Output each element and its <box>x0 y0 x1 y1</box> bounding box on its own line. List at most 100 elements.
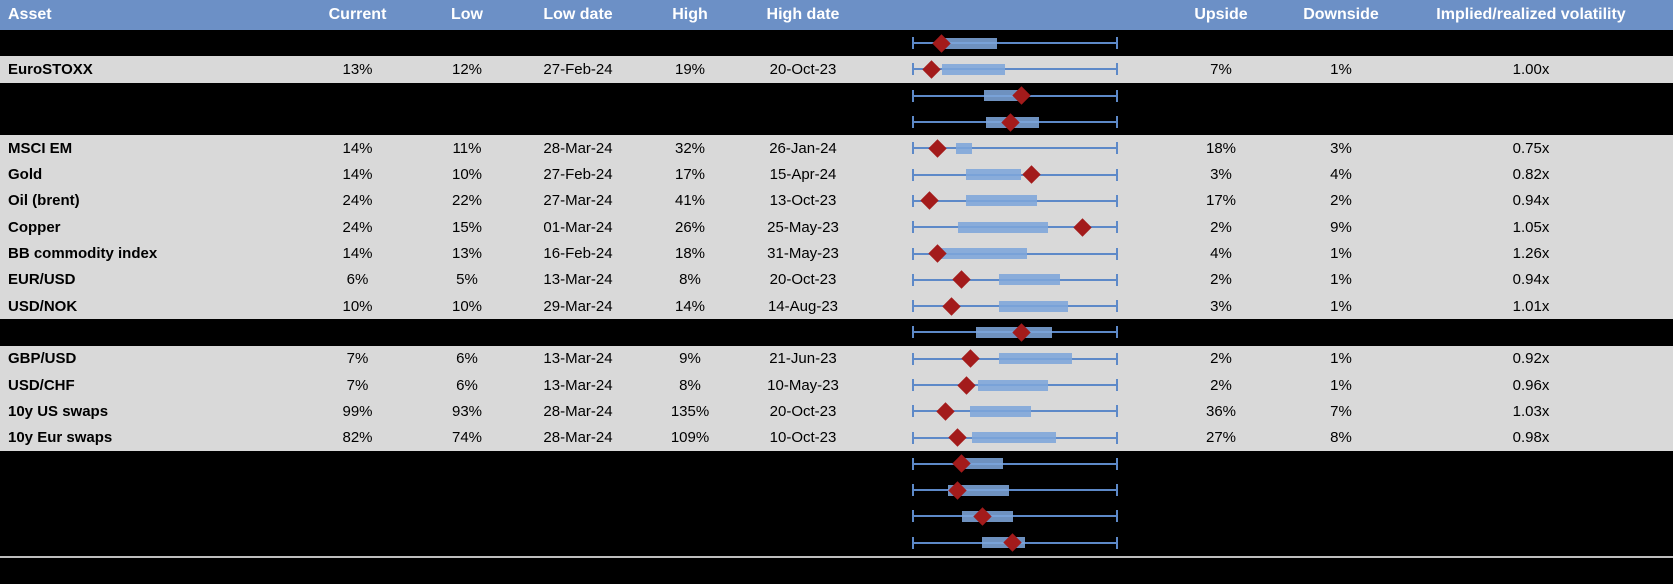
table-row: Copper 24% 15% 01-Mar-24 26% 25-May-23 2… <box>0 214 1673 241</box>
high-date-cell: 14-Aug-23 <box>767 297 839 315</box>
vol-ratio-cell: 0.96x <box>1512 376 1550 394</box>
whisker-cap-right <box>1116 142 1118 155</box>
boxplot-cell <box>868 161 1149 187</box>
boxplot-cell <box>868 398 1149 424</box>
table-row: 10y Eur swaps 82% 74% 28-Mar-24 109% 10-… <box>0 424 1673 451</box>
boxplot-cell <box>868 214 1149 240</box>
current-cell: 10% <box>342 297 373 315</box>
low-date-cell: 13-Mar-24 <box>543 350 613 368</box>
downside-cell: 8% <box>1330 429 1352 447</box>
iqr-box <box>941 63 1005 75</box>
low-date-cell: 29-Mar-24 <box>543 297 613 315</box>
table-row <box>0 450 1673 478</box>
downside-cell: 7% <box>1330 402 1352 420</box>
boxplot-cell <box>868 293 1149 319</box>
downside-cell: 1% <box>1330 297 1352 315</box>
table-row <box>0 477 1673 504</box>
footer-bar <box>0 557 1673 584</box>
whisker-cap-left <box>912 142 914 155</box>
boxplot-cell <box>868 503 1149 529</box>
boxplot-cell <box>868 109 1149 135</box>
current-marker-diamond <box>1022 165 1041 184</box>
table-row <box>0 30 1673 57</box>
downside-cell: 1% <box>1330 350 1352 368</box>
whisker-cap-left <box>912 484 914 497</box>
whisker-cap-left <box>912 37 914 50</box>
vol-ratio-cell: 0.94x <box>1512 271 1550 289</box>
low-cell: 15% <box>451 218 483 236</box>
current-marker-diamond <box>920 191 939 211</box>
boxplot <box>912 214 1118 240</box>
low-date-cell: 16-Feb-24 <box>543 245 613 263</box>
table-row <box>0 529 1673 556</box>
boxplot <box>912 30 1118 56</box>
current-cell: 24% <box>342 192 373 210</box>
boxplot <box>912 161 1118 187</box>
high-date-cell: 21-Jun-23 <box>769 350 837 368</box>
iqr-box <box>998 300 1069 312</box>
table-row: GBP/USD 7% 6% 13-Mar-24 9% 21-Jun-23 2% … <box>0 345 1673 372</box>
whisker-cap-right <box>1116 405 1118 418</box>
asset-cell: Copper <box>8 218 61 236</box>
whisker-cap-right <box>1116 326 1118 339</box>
table-row: EUR/USD 6% 5% 13-Mar-24 8% 20-Oct-23 2% … <box>0 266 1673 293</box>
upside-cell: 2% <box>1210 271 1232 289</box>
asset-cell: GBP/USD <box>8 350 77 368</box>
whisker-cap-left <box>912 194 914 207</box>
whisker-cap-right <box>1116 431 1118 444</box>
boxplot <box>912 267 1118 293</box>
whisker-cap-right <box>1116 300 1118 313</box>
table-body: EuroSTOXX 13% 12% 27-Feb-24 19% 20-Oct-2… <box>0 30 1673 556</box>
iqr-box <box>966 195 1038 207</box>
whisker-cap-left <box>912 273 914 286</box>
downside-cell: 9% <box>1330 218 1352 236</box>
high-cell: 18% <box>674 245 706 263</box>
vol-ratio-cell: 1.03x <box>1512 402 1550 420</box>
whisker-cap-right <box>1116 37 1118 50</box>
vol-ratio-cell: 1.01x <box>1512 297 1550 315</box>
upside-cell: 17% <box>1205 192 1237 210</box>
whisker-cap-right <box>1116 379 1118 391</box>
low-cell: 12% <box>451 60 483 78</box>
high-date-cell: 25-May-23 <box>767 218 839 236</box>
high-date-cell: 20-Oct-23 <box>769 60 837 78</box>
low-cell: 10% <box>451 297 483 315</box>
upside-cell: 3% <box>1210 297 1232 315</box>
downside-cell: 1% <box>1330 271 1352 289</box>
asset-cell: BB commodity index <box>8 245 158 263</box>
high-cell: 32% <box>674 139 706 157</box>
current-marker-diamond <box>928 139 947 158</box>
header-low-date: Low date <box>543 6 613 23</box>
low-date-cell: 27-Feb-24 <box>543 60 613 78</box>
whisker-cap-left <box>912 300 914 313</box>
boxplot <box>912 293 1118 319</box>
low-date-cell: 13-Mar-24 <box>543 271 613 289</box>
whisker-cap-left <box>912 221 914 234</box>
high-date-cell: 13-Oct-23 <box>769 192 837 210</box>
iqr-box <box>957 221 1048 233</box>
iqr-box <box>972 432 1056 444</box>
high-cell: 135% <box>670 402 710 420</box>
boxplot <box>912 346 1118 372</box>
upside-cell: 18% <box>1205 139 1237 157</box>
vol-ratio-cell: 0.75x <box>1512 139 1550 157</box>
iqr-box <box>998 274 1060 286</box>
whisker-cap-left <box>912 352 914 365</box>
high-cell: 41% <box>674 192 706 210</box>
high-cell: 109% <box>670 429 710 447</box>
whisker-cap-right <box>1116 89 1118 102</box>
table-row: EuroSTOXX 13% 12% 27-Feb-24 19% 20-Oct-2… <box>0 56 1673 83</box>
whisker-cap-left <box>912 405 914 418</box>
whisker-line <box>913 68 1117 71</box>
current-marker-diamond <box>942 296 961 316</box>
upside-cell: 4% <box>1210 245 1232 263</box>
current-marker-diamond <box>1073 218 1092 237</box>
whisker-cap-right <box>1116 194 1118 207</box>
whisker-cap-right <box>1116 273 1118 286</box>
boxplot <box>912 56 1118 82</box>
low-date-cell: 28-Mar-24 <box>543 429 613 447</box>
whisker-cap-right <box>1116 484 1118 497</box>
vol-ratio-cell: 1.00x <box>1512 60 1550 78</box>
boxplot-cell <box>868 319 1149 345</box>
current-cell: 6% <box>346 271 369 289</box>
